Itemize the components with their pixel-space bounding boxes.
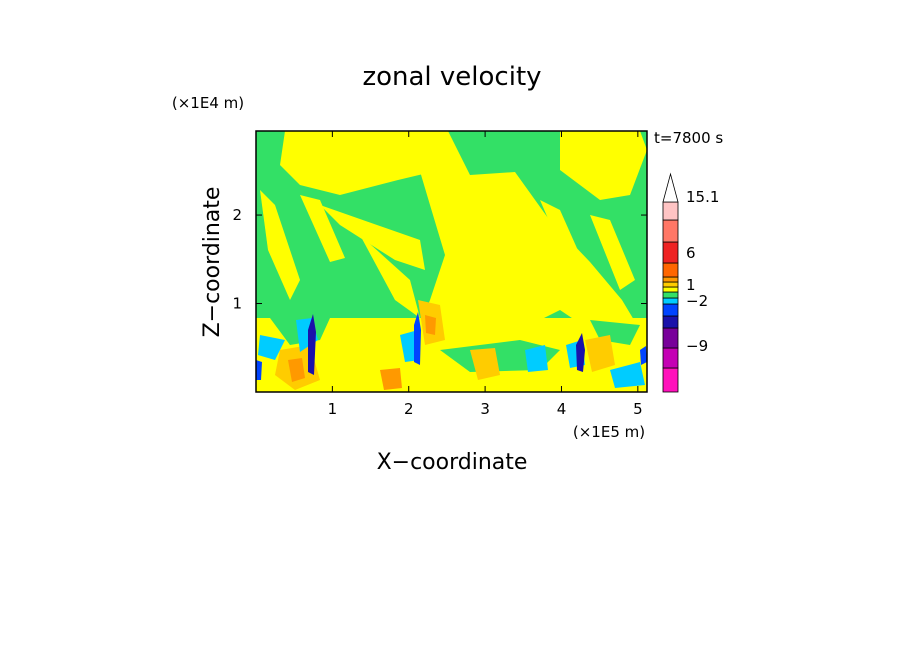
orange-patch-4 (425, 315, 436, 335)
colorbar-extend-arrow (662, 172, 679, 203)
y-axis-label: Z−coordinate (200, 187, 225, 338)
blue-spike-3 (576, 333, 585, 372)
colorbar-level (662, 262, 679, 278)
left-yellow-streak-2 (300, 195, 345, 262)
orange-patch-5 (470, 348, 500, 380)
colorbar-label: 15.1 (686, 188, 719, 206)
cyan-region-6 (610, 362, 645, 388)
colorbar-label: −2 (686, 292, 708, 310)
colorbar-level (662, 297, 679, 305)
cyan-region-2 (258, 335, 285, 360)
y-tick-label: 2 (232, 206, 242, 224)
right-yellow-streak-2 (590, 215, 635, 290)
x-axis-ticks: 1 2 3 4 5 (328, 131, 643, 418)
colorbar-level (662, 219, 679, 243)
colorbar-label: 6 (686, 244, 696, 262)
x-tick-label: 1 (328, 400, 338, 418)
plot-area (255, 130, 648, 393)
x-tick-label: 2 (404, 400, 414, 418)
time-label: t=7800 s (654, 129, 723, 147)
colorbar-level (662, 241, 679, 264)
colorbar-level (662, 327, 679, 349)
colorbar-label: −9 (686, 337, 708, 355)
colorbar-level (662, 281, 679, 288)
orange-patch-6 (585, 335, 615, 372)
top-right-yellow (560, 131, 647, 200)
x-axis-label: X−coordinate (377, 450, 528, 475)
colorbar-level (662, 315, 679, 329)
blue-spike-4 (640, 346, 647, 365)
blue-spike-5 (256, 360, 262, 380)
velocity-field (256, 131, 647, 392)
left-yellow-streak-1 (260, 190, 300, 300)
chart-title: zonal velocity (362, 62, 541, 92)
colorbar-level (662, 276, 679, 283)
y-axis-ticks: 12 (232, 206, 647, 313)
blue-spike-1 (308, 314, 316, 375)
x-tick-label: 4 (557, 400, 567, 418)
blue-spike-2 (414, 312, 421, 365)
colorbar-level (662, 303, 679, 317)
cyan-region-4 (525, 345, 548, 372)
x-tick-label: 5 (633, 400, 643, 418)
orange-patch-7 (380, 368, 402, 390)
right-yellow-streak-1 (540, 200, 600, 305)
x-tick-label: 3 (480, 400, 490, 418)
colorbar-level (662, 286, 679, 293)
colorbar-level (662, 367, 679, 393)
y-tick-label: 1 (232, 295, 242, 313)
colorbar-level (662, 347, 679, 369)
y-axis-unit: (×1E4 m) (172, 94, 244, 112)
left-yellow-streak-4 (360, 235, 420, 318)
plot-frame (255, 130, 648, 393)
top-yellow-band (280, 131, 440, 195)
colorbar-level (662, 201, 679, 221)
colorbar: 15.1 6 1−2 −9 (662, 172, 719, 393)
x-axis-unit: (×1E5 m) (573, 423, 645, 441)
colorbar-label: 1 (686, 276, 696, 294)
orange-patch-2 (288, 358, 305, 382)
left-yellow-streak-3 (320, 205, 425, 270)
colorbar-level (662, 291, 679, 299)
